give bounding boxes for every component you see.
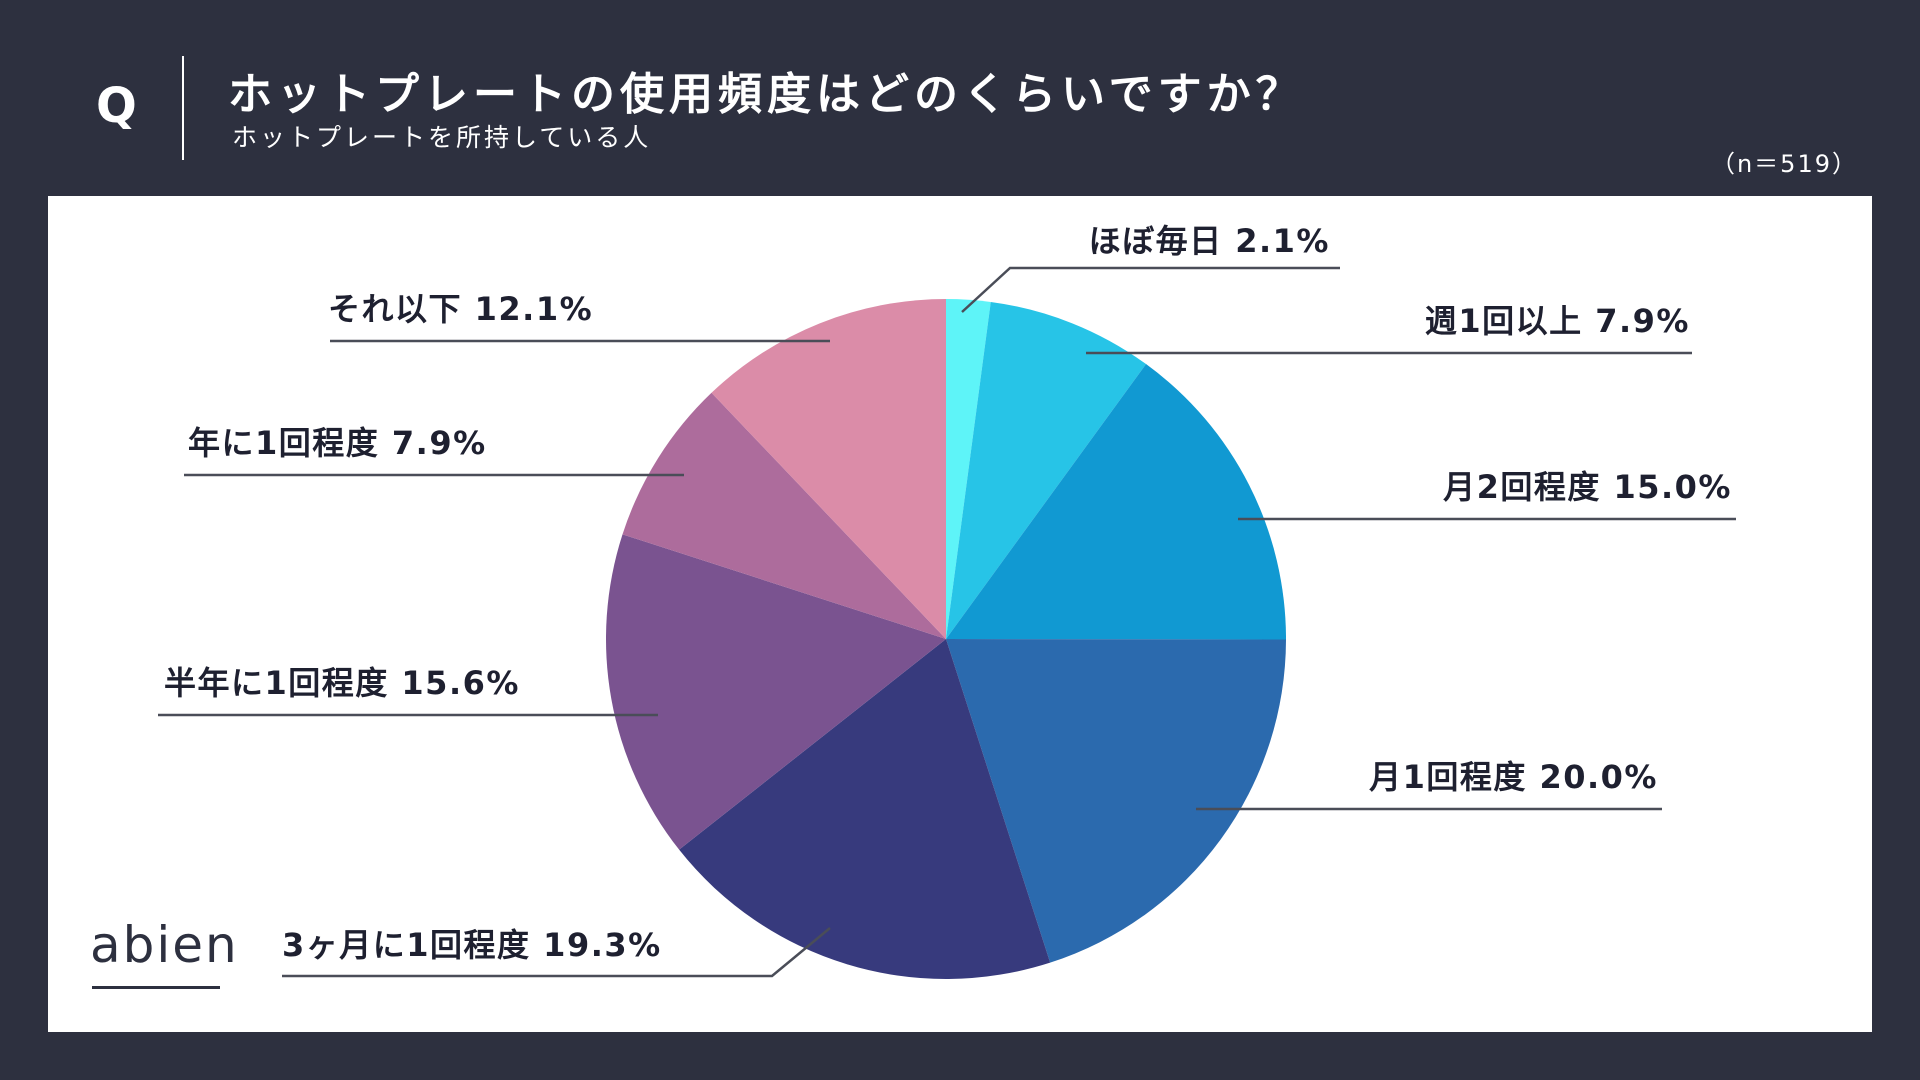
leader-line-5	[282, 927, 831, 978]
q-mark: Q	[96, 78, 137, 134]
chart-panel: ほぼ毎日 2.1% 週1回以上 7.9% 月2回程度 15.0% 月1回程度 20.0…	[48, 196, 1872, 1032]
pie-slice-1	[946, 299, 991, 639]
pie-slice-8	[711, 299, 946, 639]
pie-slice-5	[679, 639, 1051, 980]
slice-label-3: 月2回程度 15.0%	[1443, 468, 1732, 506]
pie-slice-2	[946, 301, 1147, 639]
pie-slice-3	[946, 364, 1287, 640]
slice-label-7: 年に1回程度 7.9%	[188, 424, 487, 462]
brand-logo: abien	[90, 916, 239, 974]
slice-label-8: それ以下 12.1%	[328, 290, 593, 328]
pie-slice-7	[622, 392, 946, 639]
slice-label-4: 月1回程度 20.0%	[1369, 758, 1658, 796]
slice-label-5: 3ヶ月に1回程度 19.3%	[282, 926, 662, 964]
pie-slice-4	[946, 639, 1286, 963]
slice-label-1: ほぼ毎日 2.1%	[1089, 222, 1330, 260]
pie-slice-6	[605, 534, 946, 850]
slice-label-2: 週1回以上 7.9%	[1425, 302, 1690, 340]
logo-underline	[92, 986, 220, 989]
chart-title: ホットプレートの使用頻度はどのくらいですか？	[228, 69, 1305, 120]
slice-label-6: 半年に1回程度 15.6%	[164, 664, 520, 702]
chart-subtitle: ホットプレートを所持している人	[232, 123, 652, 152]
leader-line-1	[961, 266, 1340, 313]
pie-chart: ほぼ毎日 2.1% 週1回以上 7.9% 月2回程度 15.0% 月1回程度 20.0…	[158, 222, 1736, 980]
header-divider	[182, 56, 184, 160]
sample-size: （n＝519）	[1710, 150, 1858, 178]
